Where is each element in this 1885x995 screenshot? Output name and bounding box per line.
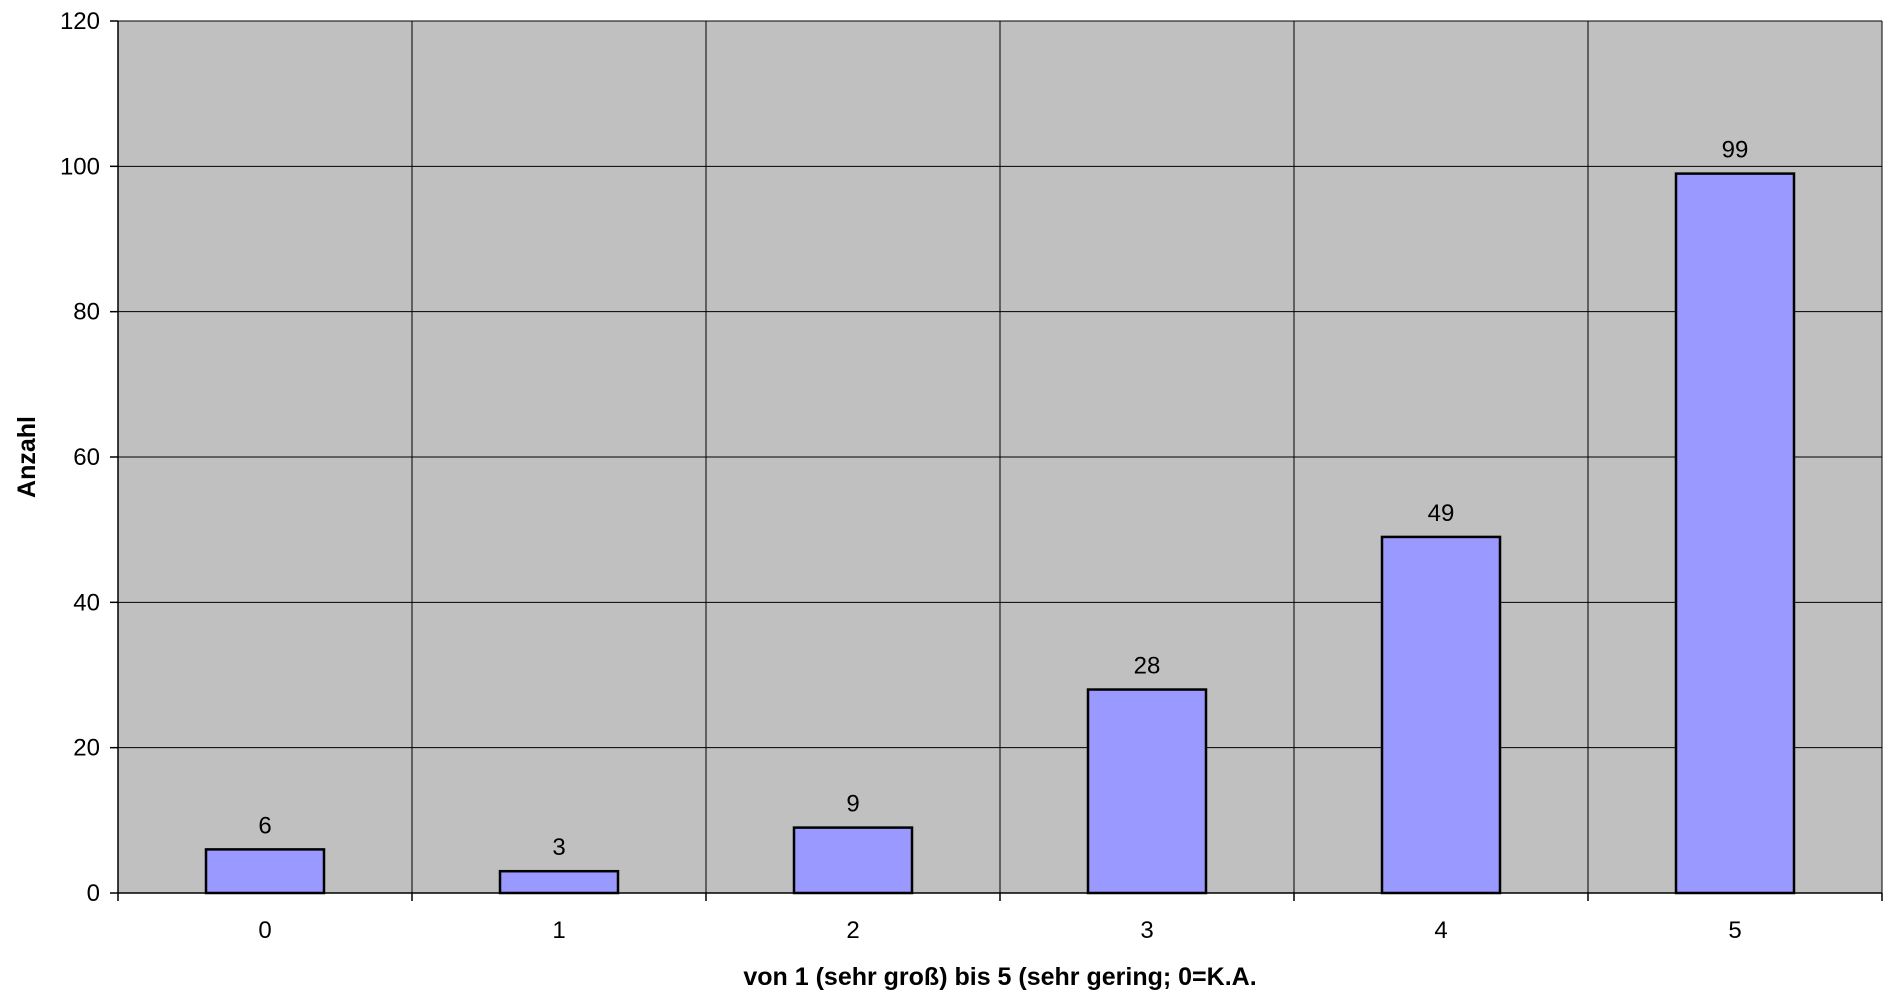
x-tick-label: 2 xyxy=(846,917,859,944)
bar-2 xyxy=(792,826,914,895)
data-label-0: 6 xyxy=(258,812,271,839)
data-label-5: 99 xyxy=(1722,137,1749,164)
y-axis-title: Anzahl xyxy=(13,416,41,498)
bar-0 xyxy=(204,848,326,895)
y-tick-label: 100 xyxy=(60,153,100,180)
y-tick-labels: 0 20 40 60 80 100 120 xyxy=(60,8,100,907)
axes xyxy=(110,20,1883,901)
data-label-3: 28 xyxy=(1134,653,1161,680)
y-tick-label: 20 xyxy=(73,735,100,762)
x-tick-label: 1 xyxy=(552,917,565,944)
bars xyxy=(204,172,1796,895)
y-tick-label: 60 xyxy=(73,444,100,471)
data-labels: 6 3 9 28 49 99 xyxy=(258,137,1748,862)
bar-5 xyxy=(1674,172,1796,895)
bar-1 xyxy=(498,869,620,895)
data-label-2: 9 xyxy=(846,791,859,818)
x-tick-label: 3 xyxy=(1140,917,1153,944)
y-tick-label: 80 xyxy=(73,299,100,326)
bar-4 xyxy=(1380,535,1502,895)
x-tick-label: 5 xyxy=(1728,917,1741,944)
x-axis-title: von 1 (sehr groß) bis 5 (sehr gering; 0=… xyxy=(743,963,1256,991)
grid-lines xyxy=(118,20,1883,894)
y-tick-label: 40 xyxy=(73,589,100,616)
x-tick-label: 4 xyxy=(1434,917,1447,944)
data-label-4: 49 xyxy=(1428,500,1455,527)
y-tick-label: 0 xyxy=(87,880,100,907)
data-label-1: 3 xyxy=(552,834,565,861)
y-tick-label: 120 xyxy=(60,8,100,35)
bar-3 xyxy=(1086,688,1208,895)
x-tick-labels: 0 1 2 3 4 5 xyxy=(258,917,1741,944)
x-tick-label: 0 xyxy=(258,917,271,944)
